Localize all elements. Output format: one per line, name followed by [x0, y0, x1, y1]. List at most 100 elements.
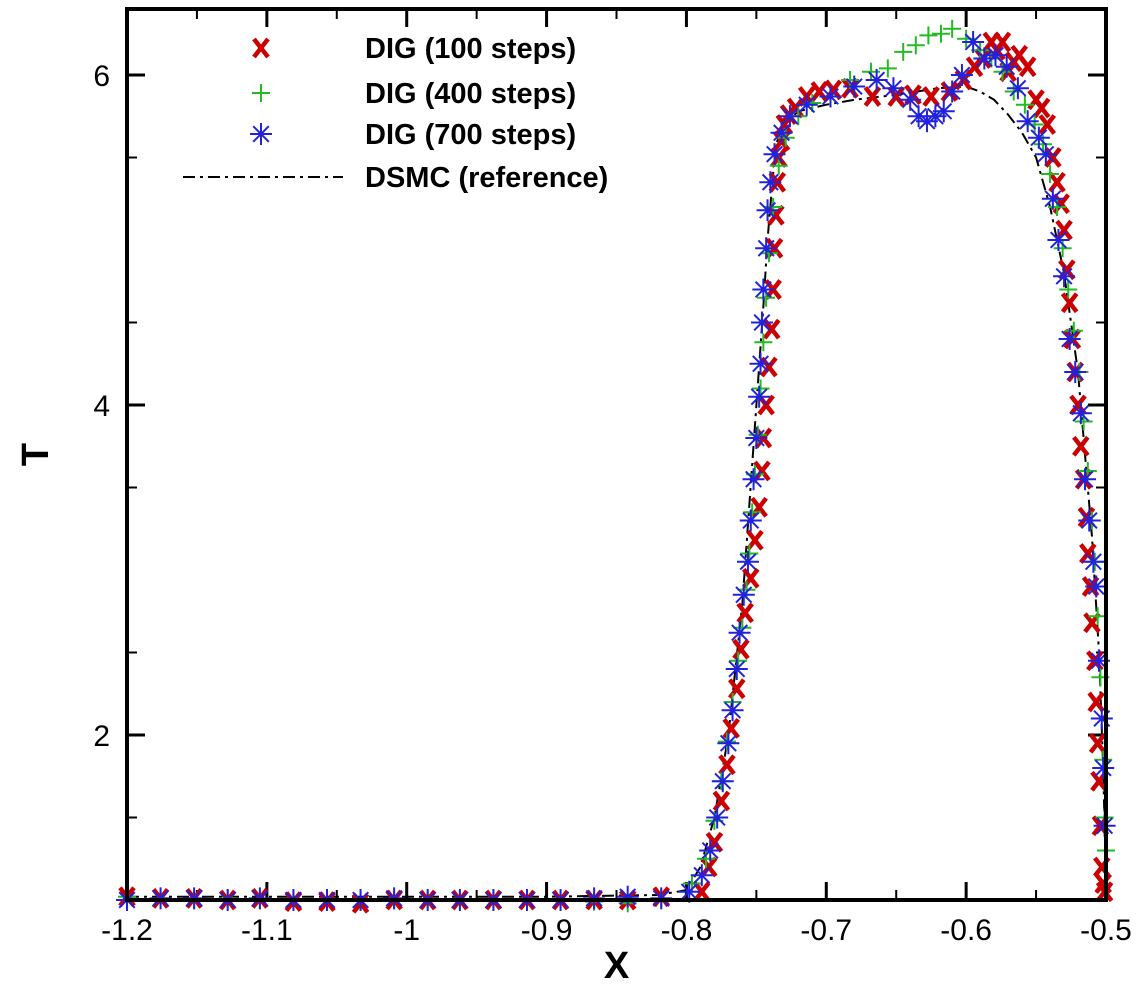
data-point-series-2: [950, 64, 973, 86]
data-point-series-1: [919, 26, 938, 45]
data-point-series-2: [745, 427, 768, 449]
legend-symbol-0: [252, 37, 270, 59]
data-point-series-2: [843, 75, 866, 98]
x-tick-label: -1.2: [101, 914, 153, 947]
data-point-series-2: [1041, 187, 1064, 210]
tick-labels-layer: -1.2 -1.1 -1 -0.9 -0.8 -0.7 -0.6 -0.5 2 4 6: [93, 60, 1132, 947]
markers-layer: [116, 19, 1116, 914]
data-point-series-0: [767, 204, 785, 226]
data-point-series-2: [941, 80, 964, 103]
data-point-series-1: [943, 19, 962, 38]
data-point-series-1: [1088, 607, 1107, 626]
data-point-series-2: [748, 385, 771, 408]
data-point-series-2: [759, 171, 782, 194]
y-axis-title: T: [15, 443, 57, 466]
data-point-series-0: [993, 31, 1012, 53]
data-point-series-2: [865, 68, 888, 91]
data-point-series-2: [1074, 468, 1097, 491]
data-point-series-1: [906, 36, 925, 55]
legend-label-1: DIG (400 steps): [365, 78, 576, 110]
data-point-series-0: [750, 496, 768, 518]
data-point-series-2: [750, 311, 773, 334]
data-point-series-2: [1016, 110, 1039, 133]
data-point-series-1: [878, 59, 897, 78]
data-point-series-1: [1064, 321, 1083, 340]
data-point-series-2: [1092, 757, 1115, 779]
data-point-series-2: [755, 237, 778, 260]
data-point-series-1: [1053, 239, 1072, 258]
data-point-series-0: [1088, 732, 1107, 754]
plot-frame: [125, 7, 1108, 902]
data-point-series-2: [1058, 328, 1081, 350]
data-point-series-2: [1064, 361, 1087, 383]
data-point-series-1: [1041, 165, 1060, 183]
data-point-series-2: [1047, 229, 1070, 251]
data-point-series-1: [759, 244, 778, 263]
data-point-series-2: [749, 352, 772, 375]
x-tick-label: -0.5: [1080, 914, 1132, 947]
x-axis-title: X: [604, 945, 630, 987]
data-point-series-1: [737, 580, 756, 599]
data-point-series-1: [1015, 95, 1034, 114]
data-point-series-2: [678, 880, 701, 903]
data-point-series-2: [616, 885, 639, 908]
data-point-series-2: [962, 31, 985, 53]
data-point-series-2: [752, 278, 775, 301]
data-point-series-2: [721, 699, 744, 722]
x-tick-label: -0.8: [661, 914, 713, 947]
data-point-series-2: [1034, 143, 1057, 166]
data-point-series-2: [725, 658, 748, 680]
legend: DIG (100 steps) DIG (400 steps) DIG (700…: [183, 33, 608, 194]
legend-item-0: DIG (100 steps): [252, 33, 576, 65]
legend-label-3: DSMC (reference): [365, 162, 608, 194]
x-tick-label: -1.1: [241, 914, 293, 947]
legend-symbol-2: [250, 123, 272, 145]
data-point-series-1: [931, 24, 950, 43]
data-point-series-1: [894, 42, 913, 61]
data-point-series-0: [753, 460, 771, 482]
data-point-series-2: [711, 770, 734, 793]
data-point-series-2: [995, 55, 1018, 78]
ticks-layer: [125, 9, 1108, 900]
x-tick-label: -0.7: [800, 914, 852, 947]
data-point-series-2: [756, 199, 779, 222]
data-point-series-2: [984, 44, 1007, 67]
data-point-series-1: [733, 618, 752, 637]
data-point-series-2: [690, 864, 713, 887]
data-point-series-2: [739, 509, 762, 532]
y-tick-label: 6: [93, 60, 110, 93]
legend-item-1: DIG (400 steps): [252, 78, 576, 110]
y-tick-label: 2: [93, 720, 110, 753]
data-point-series-1: [1059, 280, 1078, 299]
data-point-series-2: [932, 100, 955, 123]
data-point-series-0: [1018, 56, 1037, 78]
data-point-series-2: [736, 550, 759, 573]
data-point-series-2: [795, 93, 818, 116]
data-point-series-2: [1053, 265, 1076, 288]
data-point-series-0: [1038, 114, 1057, 135]
y-tick-label: 4: [93, 390, 110, 423]
legend-label-2: DIG (700 steps): [365, 119, 576, 151]
data-point-series-2: [1082, 550, 1105, 573]
data-point-series-2: [706, 806, 729, 829]
data-point-series-1: [697, 849, 716, 868]
data-point-series-0: [922, 86, 940, 107]
data-point-series-0: [1072, 435, 1090, 457]
data-point-series-2: [1069, 402, 1092, 425]
data-point-series-2: [882, 77, 905, 100]
data-point-series-2: [1006, 77, 1029, 100]
data-point-series-2: [1078, 509, 1101, 532]
data-point-series-2: [899, 88, 922, 111]
data-point-series-2: [778, 105, 801, 128]
data-point-series-2: [1090, 707, 1113, 730]
reference-line-layer: [127, 85, 1107, 898]
data-point-series-2: [732, 583, 755, 606]
data-point-series-2: [699, 839, 722, 862]
legend-item-3: DSMC (reference): [183, 162, 608, 194]
data-point-series-2: [728, 621, 751, 644]
data-point-series-1: [1048, 198, 1067, 216]
legend-label-0: DIG (100 steps): [365, 33, 576, 65]
data-point-series-0: [736, 602, 754, 624]
data-point-series-2: [717, 732, 740, 755]
